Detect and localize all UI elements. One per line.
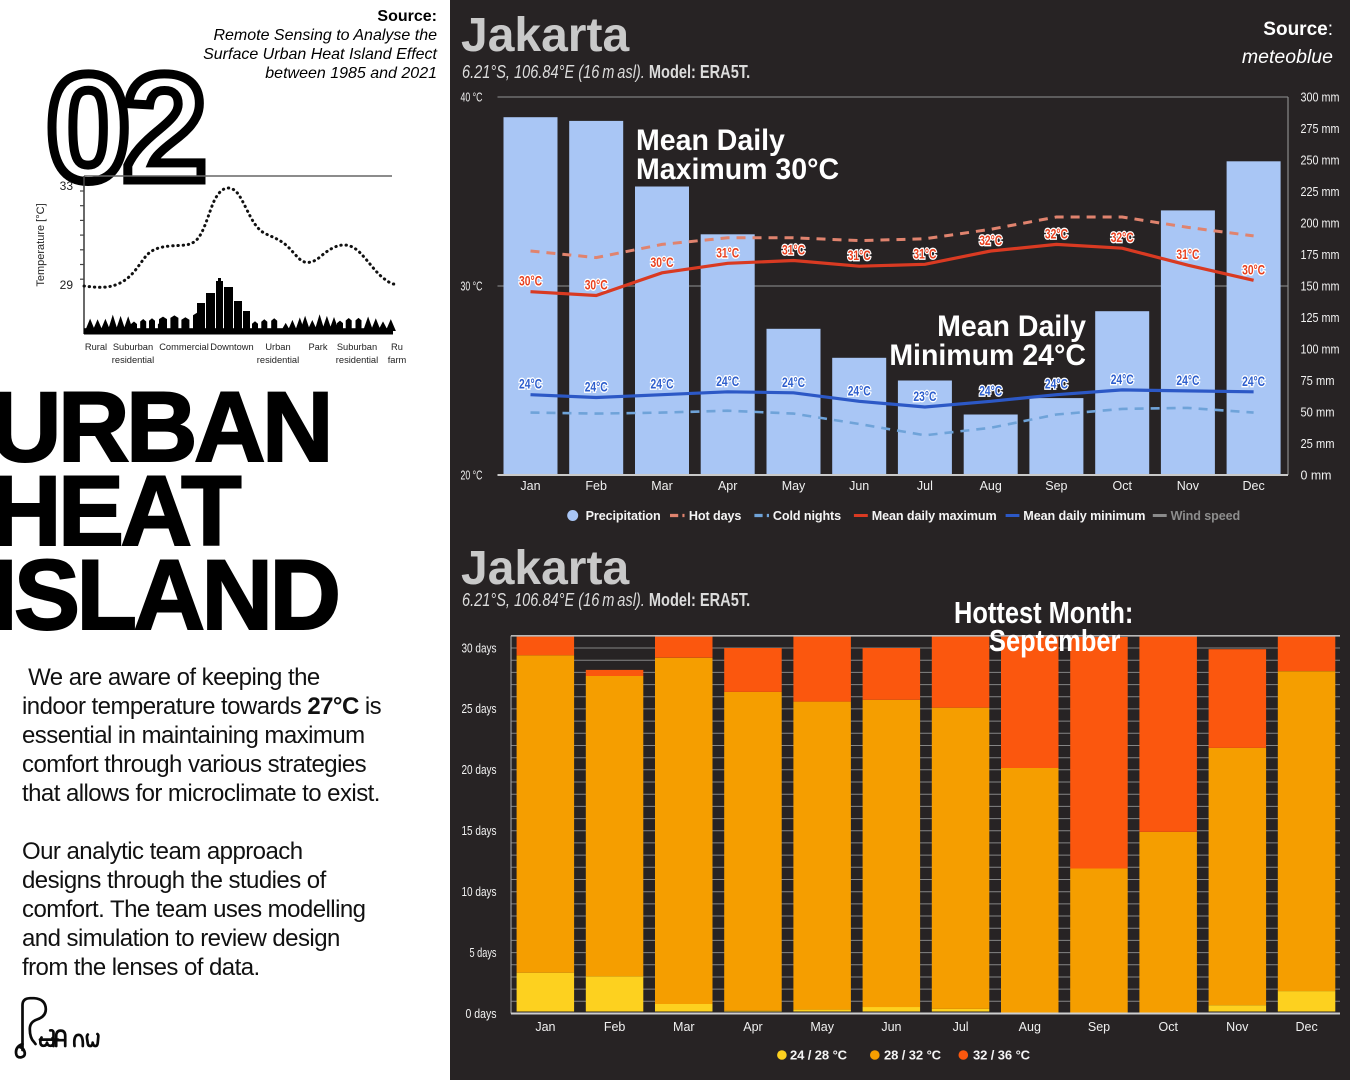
svg-text:24°C: 24°C	[782, 374, 805, 390]
svg-text:24°C: 24°C	[651, 376, 674, 392]
svg-text:30°C: 30°C	[585, 277, 608, 293]
svg-text:5 days: 5 days	[470, 946, 497, 960]
svg-text:Commercial: Commercial	[159, 342, 209, 352]
svg-text:31°C: 31°C	[848, 247, 871, 263]
svg-text:32 / 36 °C: 32 / 36 °C	[973, 1048, 1031, 1063]
svg-text:33: 33	[60, 179, 74, 193]
svg-text:24°C: 24°C	[519, 376, 542, 392]
svg-text:31°C: 31°C	[716, 244, 739, 260]
svg-text:32°C: 32°C	[1111, 229, 1134, 245]
svg-text:Aug: Aug	[980, 479, 1002, 493]
svg-text:75 mm: 75 mm	[1301, 374, 1335, 388]
svg-text:32°C: 32°C	[979, 232, 1002, 248]
svg-text:100 mm: 100 mm	[1301, 342, 1340, 356]
svg-text:25 mm: 25 mm	[1301, 437, 1335, 451]
svg-text:175 mm: 175 mm	[1301, 248, 1340, 262]
svg-text:farm: farm	[388, 355, 407, 365]
svg-text:Ru: Ru	[391, 342, 403, 352]
svg-text:10 days: 10 days	[462, 885, 497, 899]
svg-text:Mean daily maximum: Mean daily maximum	[872, 509, 997, 523]
svg-text:Oct: Oct	[1112, 479, 1132, 493]
svg-text:50 mm: 50 mm	[1301, 405, 1335, 419]
svg-text:32°C: 32°C	[1045, 225, 1068, 241]
svg-text:Jan: Jan	[535, 1020, 555, 1034]
svg-text:31°C: 31°C	[1176, 246, 1199, 262]
svg-text:250 mm: 250 mm	[1301, 153, 1340, 167]
svg-text:40 °C: 40 °C	[461, 90, 483, 104]
svg-text:Sep: Sep	[1088, 1020, 1110, 1034]
svg-text:Downtown: Downtown	[210, 342, 253, 352]
svg-text:residential: residential	[257, 355, 299, 365]
svg-text:Urban: Urban	[265, 342, 290, 352]
svg-text:Nov: Nov	[1226, 1020, 1249, 1034]
svg-text:300 mm: 300 mm	[1301, 90, 1340, 104]
svg-text:Apr: Apr	[743, 1020, 762, 1034]
svg-text:0 mm: 0 mm	[1301, 468, 1332, 482]
svg-text:30 days: 30 days	[462, 641, 497, 655]
svg-text:29: 29	[60, 278, 74, 292]
svg-text:28 / 32 °C: 28 / 32 °C	[884, 1048, 942, 1063]
svg-text:Hot days: Hot days	[689, 509, 741, 523]
svg-text:May: May	[810, 1020, 834, 1034]
svg-text:Cold nights: Cold nights	[773, 509, 841, 523]
svg-text:Wind speed: Wind speed	[1171, 509, 1241, 523]
svg-text:Mar: Mar	[673, 1020, 695, 1034]
svg-text:24°C: 24°C	[979, 382, 1002, 398]
svg-text:31°C: 31°C	[782, 242, 805, 258]
svg-text:24°C: 24°C	[1176, 372, 1199, 388]
svg-text:31°C: 31°C	[913, 245, 936, 261]
svg-text:residential: residential	[112, 355, 154, 365]
svg-text:24°C: 24°C	[848, 382, 871, 398]
svg-text:24 / 28 °C: 24 / 28 °C	[790, 1048, 848, 1063]
svg-text:Temperature [°C]: Temperature [°C]	[35, 203, 47, 286]
svg-text:150 mm: 150 mm	[1301, 279, 1340, 293]
svg-text:Mean daily minimum: Mean daily minimum	[1023, 509, 1145, 523]
svg-text:20 °C: 20 °C	[461, 468, 483, 482]
svg-text:20 days: 20 days	[462, 763, 497, 777]
svg-text:Aug: Aug	[1019, 1020, 1041, 1034]
svg-text:Suburban: Suburban	[337, 342, 377, 352]
svg-text:Rural: Rural	[85, 342, 107, 352]
svg-text:Jun: Jun	[849, 479, 869, 493]
svg-text:15 days: 15 days	[462, 824, 497, 838]
svg-text:Feb: Feb	[604, 1020, 626, 1034]
svg-text:Mar: Mar	[651, 479, 673, 493]
svg-text:Jul: Jul	[953, 1020, 969, 1034]
svg-text:24°C: 24°C	[1242, 373, 1265, 389]
svg-text:200 mm: 200 mm	[1301, 216, 1340, 230]
svg-text:30°C: 30°C	[651, 254, 674, 270]
svg-text:Suburban: Suburban	[113, 342, 153, 352]
svg-text:0 days: 0 days	[466, 1007, 497, 1021]
svg-text:24°C: 24°C	[1045, 376, 1068, 392]
svg-text:24°C: 24°C	[716, 373, 739, 389]
svg-text:May: May	[782, 479, 806, 493]
svg-text:Sep: Sep	[1045, 479, 1067, 493]
svg-text:Precipitation: Precipitation	[586, 509, 661, 523]
svg-text:23°C: 23°C	[913, 388, 936, 404]
svg-text:Dec: Dec	[1242, 479, 1264, 493]
svg-text:125 mm: 125 mm	[1301, 311, 1340, 325]
svg-text:Oct: Oct	[1158, 1020, 1178, 1034]
svg-text:Feb: Feb	[585, 479, 607, 493]
svg-text:30°C: 30°C	[1242, 261, 1265, 277]
svg-text:30 °C: 30 °C	[461, 279, 483, 293]
svg-text:30°C: 30°C	[519, 273, 542, 289]
svg-text:24°C: 24°C	[1111, 371, 1134, 387]
svg-text:24°C: 24°C	[585, 379, 608, 395]
svg-text:Jun: Jun	[881, 1020, 901, 1034]
svg-text:Apr: Apr	[718, 479, 737, 493]
svg-text:Dec: Dec	[1295, 1020, 1317, 1034]
svg-text:Park: Park	[308, 342, 327, 352]
svg-text:residential: residential	[336, 355, 378, 365]
svg-text:275 mm: 275 mm	[1301, 122, 1340, 136]
svg-text:225 mm: 225 mm	[1301, 185, 1340, 199]
svg-text:Jan: Jan	[520, 479, 540, 493]
svg-text:Jul: Jul	[917, 479, 933, 493]
svg-text:Nov: Nov	[1177, 479, 1200, 493]
svg-text:25 days: 25 days	[462, 702, 497, 716]
